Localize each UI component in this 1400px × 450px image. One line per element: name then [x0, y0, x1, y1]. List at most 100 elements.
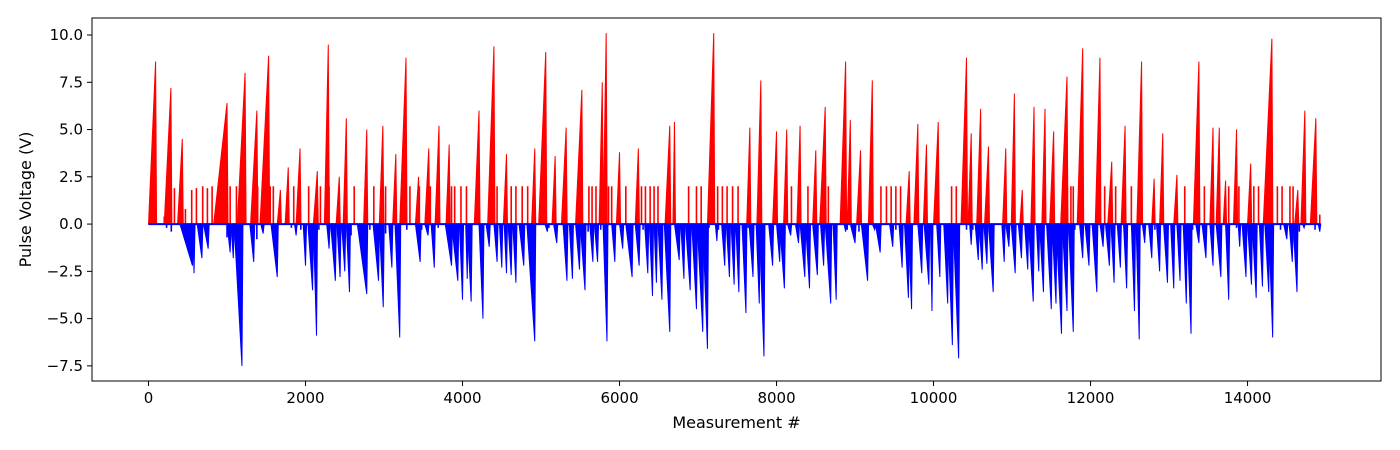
positive-pulse-ramp — [1232, 129, 1239, 225]
positive-pulse-ramp — [905, 171, 911, 225]
positive-pulse-ramp — [1076, 48, 1085, 225]
positive-pulse-ramp — [922, 144, 928, 225]
negative-pulse-ramp — [444, 223, 454, 266]
negative-pulse-ramp — [832, 223, 838, 300]
negative-pulse-ramp — [1001, 223, 1006, 262]
negative-pulse-ramp — [1035, 223, 1041, 272]
negative-pulse-ramp — [929, 223, 934, 312]
negative-pulse-ramp — [562, 223, 569, 281]
negative-pulse-ramp — [330, 223, 337, 281]
negative-pulse-ramp — [424, 223, 430, 236]
positive-pulse-ramp — [984, 146, 990, 225]
positive-pulse-ramp — [147, 61, 158, 225]
positive-pulse-ramp — [1159, 133, 1165, 225]
negative-pulse-ramp — [1225, 223, 1231, 300]
negative-pulse-ramp — [730, 223, 736, 285]
negative-pulse-ramp — [1186, 223, 1193, 334]
positive-pulse-ramp — [284, 167, 290, 225]
negative-pulse-ramp — [1170, 223, 1176, 289]
positive-pulse-ramp — [839, 61, 848, 225]
negative-pulse-ramp — [1148, 223, 1154, 259]
positive-pulse-ramp — [960, 57, 969, 225]
negative-pulse-ramp — [1317, 223, 1322, 232]
negative-pulse-ramp — [249, 223, 256, 262]
positive-pulse-ramp — [846, 120, 852, 225]
y-tick-label: 0.0 — [59, 215, 83, 233]
negative-pulse-ramp — [478, 223, 485, 319]
negative-pulse-ramp — [191, 223, 196, 274]
positive-pulse-ramp — [445, 144, 451, 225]
positive-pulse-ramp — [976, 108, 983, 225]
negative-pulse-ramp — [1005, 223, 1011, 247]
negative-pulse-ramp — [843, 223, 848, 232]
positive-pulse-ramp — [177, 138, 184, 225]
negative-pulse-ramp — [805, 223, 812, 289]
negative-pulse-ramp — [974, 223, 980, 261]
negative-pulse-ramp — [889, 223, 895, 247]
negative-pulse-ramp — [1061, 223, 1069, 312]
negative-pulse-ramp — [341, 223, 347, 272]
positive-pulse-ramp — [933, 121, 940, 225]
negative-pulse-ramp — [758, 223, 766, 357]
positive-pulse-ramp — [560, 127, 568, 225]
negative-pulse-ramp — [768, 223, 775, 266]
positive-pulse-ramp — [392, 154, 398, 225]
negative-pulse-ramp — [684, 223, 692, 291]
negative-pulse-ramp — [575, 223, 582, 270]
negative-pulse-ramp — [786, 223, 793, 236]
positive-pulse-ramp — [1173, 174, 1179, 225]
positive-pulse-ramp — [250, 110, 259, 225]
negative-pulse-ramp — [1155, 223, 1162, 272]
negative-pulse-ramp — [1292, 223, 1299, 293]
positive-pulse-ramp — [1192, 61, 1201, 225]
negative-pulse-ramp — [978, 223, 984, 270]
y-tick-label: −2.5 — [47, 262, 83, 280]
positive-pulse-ramp — [335, 176, 341, 225]
x-tick-label: 0 — [144, 389, 154, 407]
negative-pulse-ramp — [1084, 223, 1091, 266]
positive-pulse-ramp — [1300, 110, 1307, 225]
positive-pulse-ramp — [1107, 161, 1114, 225]
negative-pulse-ramp — [458, 223, 465, 300]
positive-pulse-ramp — [756, 80, 763, 225]
negative-pulse-ramp — [307, 223, 315, 291]
negative-pulse-ramp — [326, 223, 331, 249]
negative-pulse-ramp — [579, 223, 587, 291]
positive-pulse-ramp — [1120, 125, 1127, 225]
x-tick-label: 6000 — [600, 389, 638, 407]
negative-pulse-ramp — [503, 223, 508, 274]
x-tick-label: 2000 — [286, 389, 324, 407]
negative-pulse-ramp — [512, 223, 518, 283]
negative-pulse-ramp — [714, 223, 719, 242]
negative-pulse-ramp — [1201, 223, 1208, 259]
positive-pulse-ramp — [615, 152, 622, 225]
negative-pulse-ramp — [1130, 223, 1137, 312]
negative-pulse-ramp — [648, 223, 655, 296]
positive-pulse-ramp — [913, 123, 920, 225]
negative-pulse-ramp — [378, 223, 385, 308]
negative-pulse-ramp — [794, 223, 801, 244]
negative-pulse-ramp — [414, 223, 422, 262]
negative-pulse-ramp — [936, 223, 942, 278]
negative-pulse-ramp — [799, 223, 807, 278]
negative-pulse-ramp — [618, 223, 625, 249]
negative-pulse-ramp — [526, 223, 537, 342]
positive-pulse-ramp — [1222, 180, 1228, 225]
negative-pulse-ramp — [593, 223, 600, 262]
negative-pulse-ramp — [735, 223, 741, 293]
positive-pulse-ramp — [1151, 178, 1156, 225]
positive-pulse-ramp — [1060, 76, 1069, 225]
negative-pulse-ramp — [1215, 223, 1223, 278]
negative-pulse-ramp — [748, 223, 755, 278]
positive-pulse-ramp — [434, 125, 441, 225]
positive-pulse-ramp — [1209, 127, 1215, 225]
negative-pulse-ramp — [356, 223, 369, 295]
negative-pulse-ramp — [1055, 223, 1064, 334]
negative-pulse-ramp — [849, 223, 857, 244]
negative-pulse-ramp — [589, 223, 595, 262]
positive-pulse-ramp — [1010, 93, 1016, 225]
negative-pulse-ramp — [270, 223, 279, 278]
positive-pulse-ramp — [1094, 57, 1102, 225]
positive-voltage-series — [147, 33, 1321, 225]
positive-pulse-ramp — [602, 33, 608, 225]
